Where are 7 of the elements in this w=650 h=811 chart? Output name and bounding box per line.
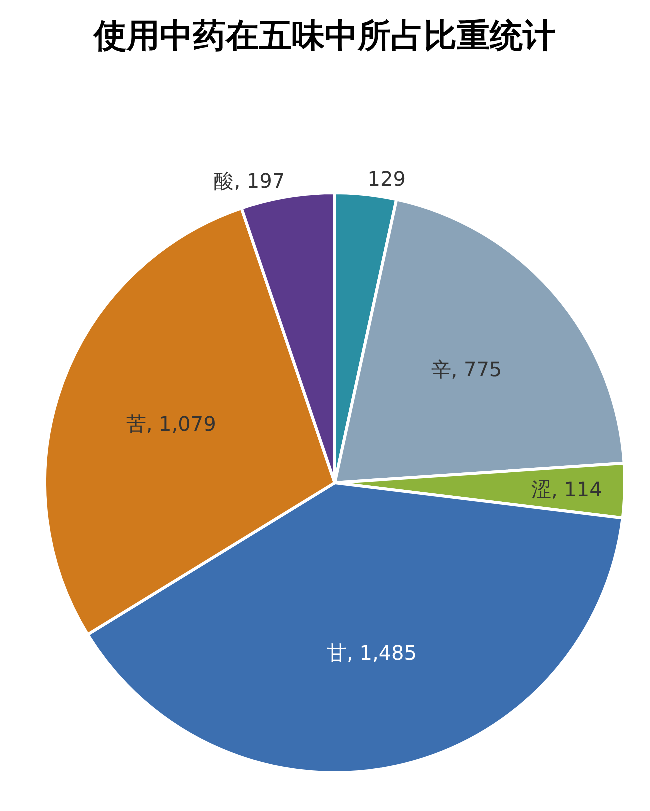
- slice-label: 酸, 197: [214, 169, 286, 194]
- data-label: 129: [368, 166, 406, 191]
- chart-title: 使用中药在五味中所占比重统计: [92, 15, 557, 57]
- slice-label: 辛, 775: [431, 357, 502, 382]
- slice-label: 苦, 1,079: [126, 412, 216, 436]
- slice-label: 涩, 114: [531, 477, 602, 502]
- slice-label: 甘, 1,485: [327, 641, 418, 666]
